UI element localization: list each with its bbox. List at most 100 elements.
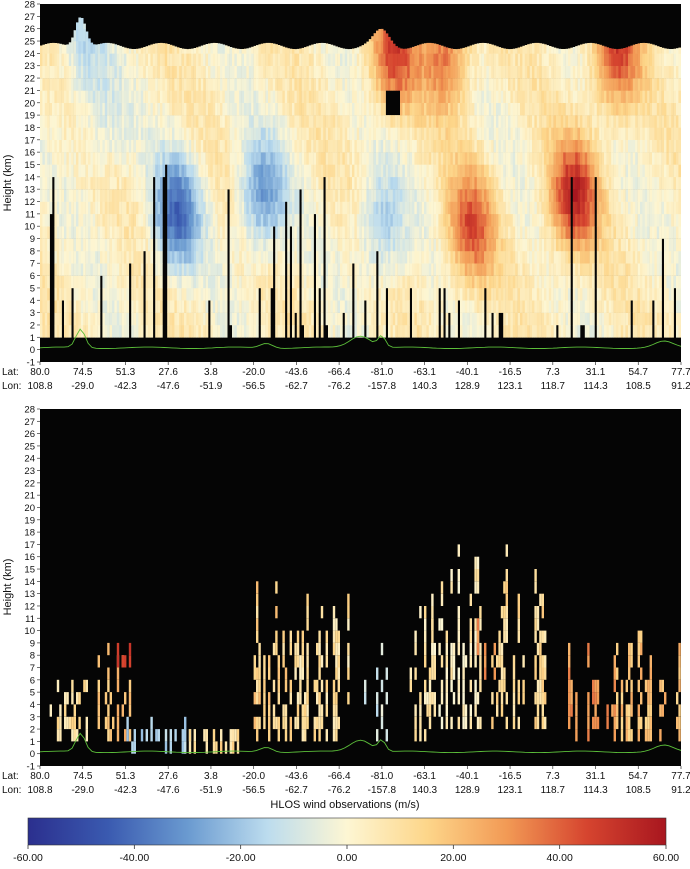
wind-cell [212,42,216,54]
wind-cell [558,325,562,338]
wind-cell [85,78,89,91]
wind-cell [222,300,226,313]
wind-cell [364,250,367,264]
wind-cell [133,176,137,190]
wind-cell [304,300,307,313]
wind-cell [114,164,118,178]
wind-cell [308,300,312,313]
wind-cell [426,201,430,215]
wind-cell [532,127,535,140]
wind-cell [452,102,456,116]
wind-cell [294,115,298,128]
wind-cell [313,127,317,140]
wind-cell [491,65,494,79]
wind-cell [95,78,98,91]
wind-cell [236,275,240,289]
wind-cell [47,226,50,239]
wind-cell [320,213,324,227]
wind-cell [534,226,538,239]
wind-cell [407,65,410,79]
wind-cell [121,325,125,338]
wind-cell [544,325,547,338]
wind-cell [179,238,182,252]
wind-cell [455,300,458,313]
wind-cell [407,78,410,91]
wind-cell [47,90,50,103]
wind-cell [217,275,221,289]
wind-cell [544,127,547,140]
wind-cell [90,127,94,140]
wind-cell [191,164,194,178]
wind-cell [476,275,480,289]
wind-cell [486,250,490,264]
wind-cell [64,250,67,264]
wind-cell [256,102,259,116]
wind-cell [78,325,82,338]
wind-cell [335,287,338,301]
wind-cell [138,164,142,178]
wind-cell [452,325,456,338]
wind-cell [544,53,547,66]
wind-cell [440,78,444,91]
wind-cell [553,65,557,79]
wind-cell [236,250,240,264]
wind-cell [263,164,266,178]
wind-cell [227,102,230,116]
wind-cell [246,65,250,79]
wind-cell [532,152,535,165]
wind-cell [114,325,118,338]
wind-cell [476,43,480,54]
wind-cell [188,201,192,215]
wind-cell [337,65,341,79]
wind-cell [438,102,442,116]
wind-cell [395,275,398,289]
wind-cell [347,53,350,66]
wind-cell [150,115,154,128]
wind-cell [500,139,504,153]
wind-cell [349,250,353,264]
wind-cell [308,275,312,289]
wind-cell [524,250,528,264]
wind-cell [119,226,122,239]
wind-cell [421,263,425,276]
wind-cell [193,115,197,128]
wind-cell [368,127,372,140]
wind-cell [116,312,120,326]
wind-cell [397,127,401,140]
wind-cell [296,90,300,103]
wind-cell [244,250,247,264]
wind-cell [510,53,514,66]
wind-cell [49,127,53,140]
wind-cell [224,78,228,91]
wind-cell [54,78,58,91]
wind-cell [344,263,348,276]
wind-cell [140,115,144,128]
wind-cell [126,176,130,190]
wind-cell [176,139,180,153]
wind-cell [251,275,254,289]
wind-cell [467,46,470,54]
wind-cell [337,263,341,276]
wind-cell [443,189,446,202]
wind-cell [128,226,132,239]
wind-cell [124,102,127,116]
wind-cell [157,152,161,165]
wind-cell [121,78,125,91]
wind-cell [282,53,286,66]
wind-cell [421,300,425,313]
wind-cell [325,238,329,252]
wind-cell [484,226,487,239]
wind-cell [244,300,247,313]
wind-cell [332,287,336,301]
wind-cell [366,189,370,202]
wind-cell [217,201,221,215]
wind-cell [155,226,158,239]
wind-cell [515,139,518,153]
wind-cell [544,152,547,165]
wind-cell [208,164,211,178]
wind-cell [359,226,362,239]
wind-cell [520,46,523,54]
wind-cell [354,115,358,128]
wind-cell [169,65,173,79]
wind-cell [448,102,451,116]
